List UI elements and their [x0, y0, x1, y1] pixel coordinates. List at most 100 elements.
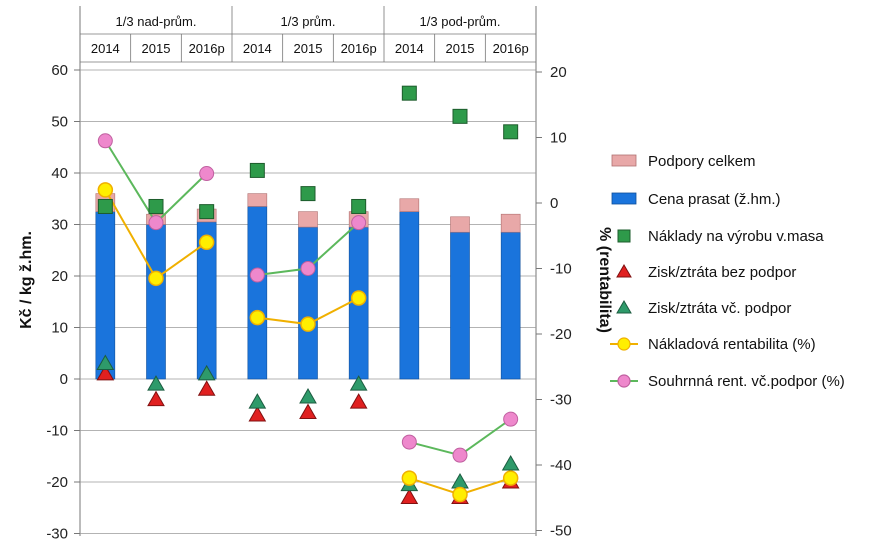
marker-zisk-bez-podpor	[400, 488, 419, 504]
y2-tick-label: 0	[550, 195, 558, 212]
marker-zisk-bez-podpor	[349, 393, 368, 409]
data-marks	[95, 85, 521, 504]
marker-naklady	[401, 85, 417, 101]
marker-nakladova-rentabilita	[502, 470, 519, 486]
bar-podpory	[399, 198, 420, 212]
marker-zisk-vc-podpor	[248, 393, 267, 409]
marker-souhrnna-rentabilita	[503, 411, 519, 427]
group-label: 1/3 pod-prům.	[420, 14, 501, 29]
y-tick-label: 20	[51, 268, 68, 285]
marker-zisk-vc-podpor	[147, 375, 165, 391]
bar-cena	[95, 211, 116, 380]
bar-cena	[146, 224, 166, 380]
legend-swatch	[616, 264, 632, 278]
year-label: 2015	[294, 41, 323, 56]
marker-souhrnna-rentabilita	[401, 434, 417, 450]
marker-zisk-vc-podpor	[197, 364, 216, 381]
marker-zisk-vc-podpor	[349, 375, 368, 391]
marker-nakladova-rentabilita	[452, 486, 468, 503]
marker-souhrnna-rentabilita	[148, 215, 164, 231]
y2-tick-label: 20	[550, 64, 567, 81]
marker-nakladova-rentabilita	[249, 309, 266, 326]
marker-zisk-bez-podpor	[197, 380, 216, 396]
marker-naklady	[503, 124, 519, 140]
axes: -30 -20 -10 0 10 20 30 40 50 60 -50 -40 -30 -20 -10 0 10…	[18, 62, 613, 540]
marker-naklady	[97, 198, 113, 214]
group-label: 1/3 nad-prům.	[116, 14, 197, 29]
marker-naklady	[300, 186, 316, 202]
marker-souhrnna-rentabilita	[97, 133, 113, 149]
legend-label: Podpory celkem	[648, 153, 756, 170]
y-tick-label: 30	[51, 217, 68, 234]
year-label: 2016p	[493, 41, 529, 56]
y2-tick-label: -20	[550, 326, 572, 343]
y-tick-label: 50	[51, 114, 68, 131]
marker-nakladova-rentabilita	[97, 182, 114, 198]
bar-cena	[399, 211, 420, 380]
marker-souhrnna-rentabilita	[300, 261, 316, 276]
y-tick-label: -30	[46, 526, 68, 540]
legend-swatch	[617, 229, 631, 243]
marker-souhrnna-rentabilita	[452, 447, 468, 463]
bar-cena	[500, 231, 521, 380]
bar-podpory	[247, 193, 268, 207]
marker-zisk-bez-podpor	[147, 390, 165, 407]
marker-zisk-vc-podpor	[299, 388, 317, 404]
marker-zisk-bez-podpor	[299, 403, 317, 419]
y-tick-label: 0	[60, 371, 68, 388]
marker-naklady	[452, 108, 468, 124]
year-label: 2014	[91, 41, 120, 56]
bar-podpory	[450, 216, 470, 233]
legend-label: Náklady na výrobu v.masa	[648, 228, 824, 245]
legend-swatch	[616, 300, 632, 314]
legend-swatch	[617, 337, 631, 351]
marker-naklady	[249, 162, 265, 178]
y-tick-label: 10	[51, 320, 68, 337]
y-axis-label: Kč / kg ž.hm.	[18, 231, 35, 329]
legend-label: Zisk/ztráta vč. podpor	[648, 300, 791, 317]
marker-nakladova-rentabilita	[198, 234, 215, 251]
marker-zisk-vc-podpor	[451, 472, 469, 489]
marker-zisk-vc-podpor	[96, 354, 115, 371]
plot-frame	[79, 6, 537, 536]
year-label: 2015	[142, 41, 171, 56]
bar-cena	[247, 206, 268, 380]
y-tick-label: 40	[51, 165, 68, 182]
year-label: 2015	[446, 41, 475, 56]
marker-nakladova-rentabilita	[148, 270, 164, 287]
y2-tick-label: 10	[550, 130, 567, 147]
y2-tick-label: -30	[550, 392, 572, 409]
bar-cena	[450, 231, 470, 380]
marker-zisk-bez-podpor	[96, 364, 115, 381]
marker-naklady	[148, 198, 164, 214]
bar-podpory	[298, 211, 318, 228]
y2-tick-label: -10	[550, 261, 572, 278]
legend-label: Cena prasat (ž.hm.)	[648, 191, 781, 208]
legend-label: Souhrnná rent. vč.podpor (%)	[648, 373, 845, 390]
marker-souhrnna-rentabilita	[199, 166, 215, 182]
y2-tick-label: -50	[550, 523, 572, 540]
legend: Podpory celkem Cena prasat (ž.hm.) Náklady…	[610, 153, 845, 390]
legend-swatch	[611, 154, 637, 167]
marker-naklady	[199, 204, 215, 220]
marker-zisk-bez-podpor	[248, 406, 267, 422]
year-label: 2014	[395, 41, 424, 56]
marker-zisk-vc-podpor	[501, 454, 520, 471]
y-tick-label: -20	[46, 474, 68, 491]
legend-label: Nákladová rentabilita (%)	[648, 336, 816, 353]
legend-swatch	[617, 374, 631, 388]
year-label: 2016p	[341, 41, 377, 56]
marker-naklady	[351, 198, 367, 214]
year-label: 2016p	[189, 41, 225, 56]
year-label: 2014	[243, 41, 272, 56]
bar-podpory	[500, 213, 521, 233]
marker-nakladova-rentabilita	[300, 316, 316, 332]
legend-label: Zisk/ztráta bez podpor	[648, 264, 796, 281]
bar-cena	[298, 226, 318, 380]
marker-souhrnna-rentabilita	[249, 267, 265, 283]
marker-souhrnna-rentabilita	[351, 215, 367, 231]
marker-nakladova-rentabilita	[401, 470, 418, 486]
marker-nakladova-rentabilita	[350, 290, 367, 306]
y-tick-label: 60	[51, 62, 68, 79]
